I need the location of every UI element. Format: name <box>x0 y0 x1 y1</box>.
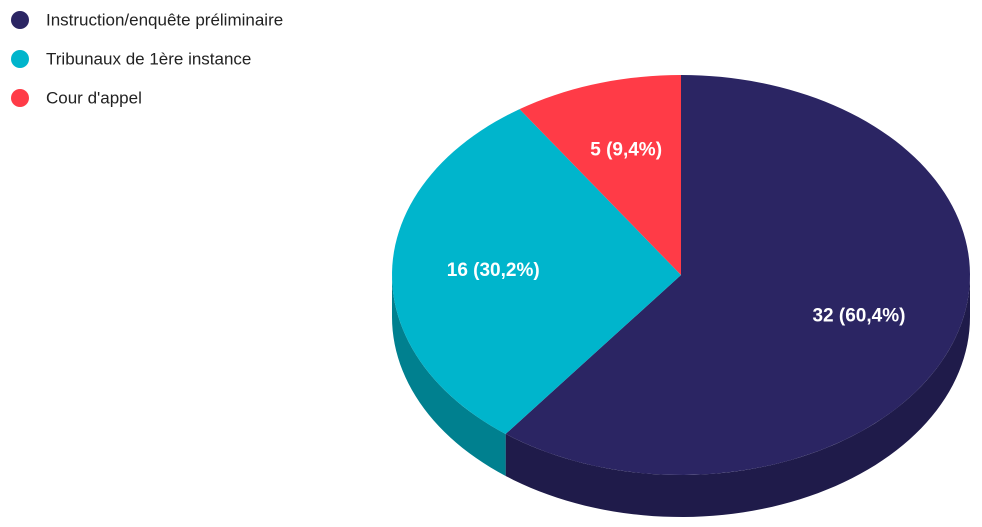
legend-text: Tribunaux de 1ère instance <box>46 49 251 68</box>
slice <box>505 75 970 475</box>
slice <box>519 75 681 275</box>
slice-label: 32 (60,4%) <box>812 306 905 327</box>
slice-label: 5 (9,4%) <box>590 140 662 161</box>
legend-marker <box>11 50 29 68</box>
legend-text: Instruction/enquête préliminaire <box>46 10 283 29</box>
slice <box>392 109 681 434</box>
slice-side <box>392 275 506 476</box>
legend-marker <box>11 89 29 107</box>
legend-text: Cour d'appel <box>46 88 142 107</box>
slice-label: 16 (30,2%) <box>447 260 540 281</box>
slice-side <box>505 275 970 517</box>
legend-marker <box>11 11 29 29</box>
